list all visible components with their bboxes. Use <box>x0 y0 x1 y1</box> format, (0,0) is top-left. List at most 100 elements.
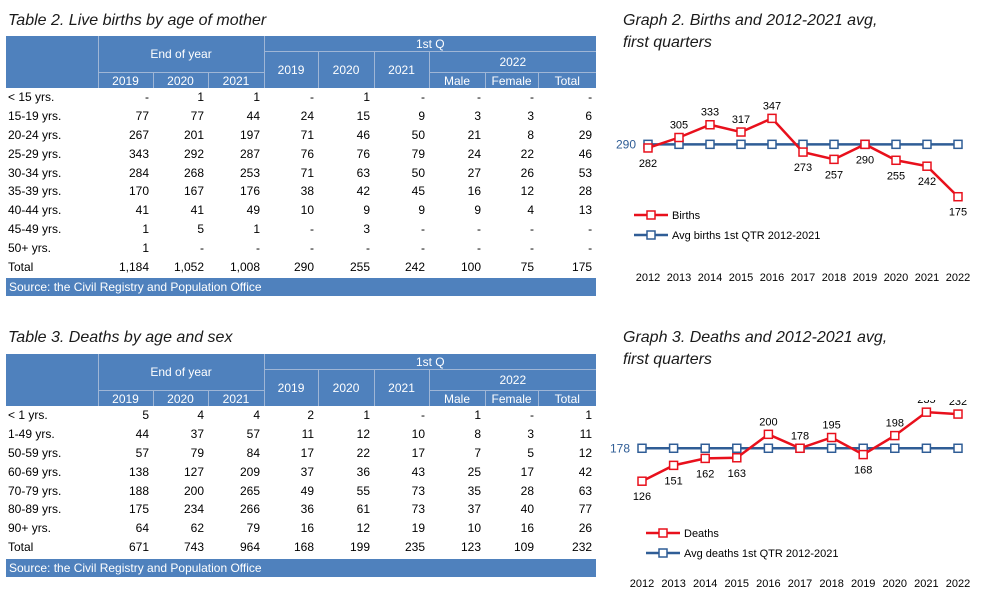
x-tick-label: 2012 <box>636 272 660 284</box>
table-cell: - <box>310 221 315 236</box>
row-label: 35-39 yrs. <box>8 184 62 199</box>
table-cell: - <box>421 90 426 105</box>
data-label: 126 <box>633 491 651 503</box>
table-cell: 5 <box>527 445 535 460</box>
table-cell: - <box>421 221 426 236</box>
avg-series-point <box>891 139 901 150</box>
table-cell: 38 <box>300 184 315 199</box>
table-row: 50+ yrs. 1 - - - - - - - - <box>6 238 596 257</box>
header-total: Total <box>537 72 597 88</box>
main-series-point <box>953 191 963 202</box>
table-cell: 53 <box>578 165 593 180</box>
main-series-point <box>921 407 932 417</box>
table-cell: 1 <box>363 90 371 105</box>
table-cell: 71 <box>300 127 315 142</box>
main-series-point <box>891 155 901 166</box>
main-series-point <box>763 429 774 440</box>
main-series-point <box>705 119 715 130</box>
data-label: 168 <box>854 465 872 477</box>
table-cell: 266 <box>240 502 261 517</box>
table-cell: 5 <box>197 221 204 236</box>
header-first-quarter: 1st Q <box>263 354 597 370</box>
avg-value-label: 178 <box>610 441 630 455</box>
births-table: End of year 1st Q 2019 2020 2021 2022 20… <box>6 36 597 276</box>
main-series-point <box>795 443 805 454</box>
main-series-point <box>826 432 837 443</box>
avg-series-point <box>890 443 900 454</box>
table-cell: 242 <box>405 259 426 274</box>
table-cell: 37 <box>300 464 315 479</box>
table-cell: - <box>145 90 149 105</box>
main-series-point <box>668 460 679 471</box>
row-label: 15-19 yrs. <box>8 109 62 124</box>
main-series-point <box>890 430 900 441</box>
table3-source: Source: the Civil Registry and Populatio… <box>6 559 596 577</box>
table-row: 25-29 yrs. 343 292 287 76 76 79 24 22 46 <box>6 144 596 163</box>
row-label: 40-44 yrs. <box>8 203 62 218</box>
data-label: 317 <box>732 114 750 126</box>
table-cell: 200 <box>183 483 204 498</box>
header-end-of-year: End of year <box>97 354 265 391</box>
table-cell: 63 <box>356 165 371 180</box>
table-cell: 253 <box>240 165 261 180</box>
legend-label: Births <box>672 210 701 222</box>
table-cell: - <box>530 408 535 423</box>
main-series-point <box>829 154 839 165</box>
data-label: 198 <box>886 418 904 430</box>
table-cell: - <box>366 240 371 255</box>
table-cell: 12 <box>578 445 593 460</box>
legend-marker <box>646 210 656 220</box>
x-tick-label: 2022 <box>946 578 970 590</box>
table-cell: 7 <box>474 445 482 460</box>
table-cell: 1 <box>474 408 482 423</box>
table-cell: 28 <box>520 483 535 498</box>
data-label: 282 <box>639 158 657 170</box>
main-series-point <box>953 409 963 419</box>
table-cell: 9 <box>363 203 371 218</box>
avg-series-point <box>668 443 679 454</box>
table-cell: 4 <box>197 408 204 423</box>
table-cell: 26 <box>520 165 535 180</box>
header-male: Male <box>428 72 486 88</box>
table-row: 15-19 yrs. 77 77 44 24 15 9 3 3 6 <box>6 107 596 126</box>
graph2-title: Graph 2. Births and 2012-2021 avg, <box>623 12 878 29</box>
table-cell: 1 <box>142 221 149 236</box>
table-cell: 19 <box>411 521 426 536</box>
table-cell: 10 <box>300 203 315 218</box>
header-eoy-2020: 2020 <box>152 72 208 88</box>
data-label: 235 <box>917 400 935 406</box>
table-cell: 9 <box>418 109 426 124</box>
table-cell: 9 <box>474 203 482 218</box>
legend-marker <box>658 528 668 538</box>
data-label: 195 <box>822 420 840 432</box>
table-cell: - <box>421 408 426 423</box>
table-cell: 3 <box>527 109 535 124</box>
table-cell: 45 <box>411 184 426 199</box>
table-cell: 235 <box>405 539 426 554</box>
legend-label: Avg births 1st QTR 2012-2021 <box>672 230 820 242</box>
avg-series-point <box>705 139 715 150</box>
table-row: 50-59 yrs. 57 79 84 17 22 17 7 5 12 <box>6 444 596 463</box>
table-cell: 79 <box>190 445 204 460</box>
table-cell: 36 <box>356 464 371 479</box>
table-cell: 25 <box>467 464 482 479</box>
x-tick-label: 2012 <box>630 578 654 590</box>
header-eoy-2021: 2021 <box>207 390 265 406</box>
table-cell: 175 <box>572 259 593 274</box>
avg-series-point <box>826 443 837 454</box>
table-cell: 12 <box>520 184 535 199</box>
table-row: 30-34 yrs. 284 268 253 71 63 50 27 26 53 <box>6 163 596 182</box>
table-cell: 1 <box>363 408 371 423</box>
table-cell: 16 <box>300 521 315 536</box>
table-cell: 209 <box>240 464 261 479</box>
row-label: 45-49 yrs. <box>8 221 62 236</box>
main-series-point <box>860 139 870 150</box>
data-label: 255 <box>887 170 905 182</box>
header-q-2021: 2021 <box>373 51 430 88</box>
table-cell: 2 <box>307 408 315 423</box>
table-cell: 1 <box>197 90 204 105</box>
data-label: 232 <box>949 400 967 408</box>
table-cell: 197 <box>240 127 261 142</box>
table-cell: - <box>477 90 482 105</box>
